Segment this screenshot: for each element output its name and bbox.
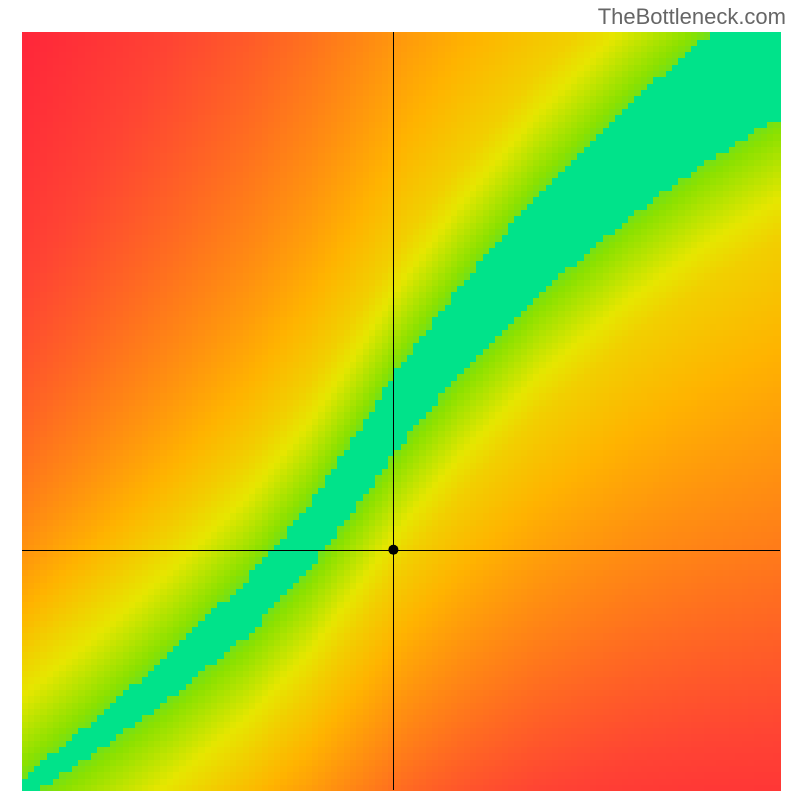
bottleneck-heatmap bbox=[0, 0, 800, 800]
watermark-text: TheBottleneck.com bbox=[598, 4, 786, 30]
